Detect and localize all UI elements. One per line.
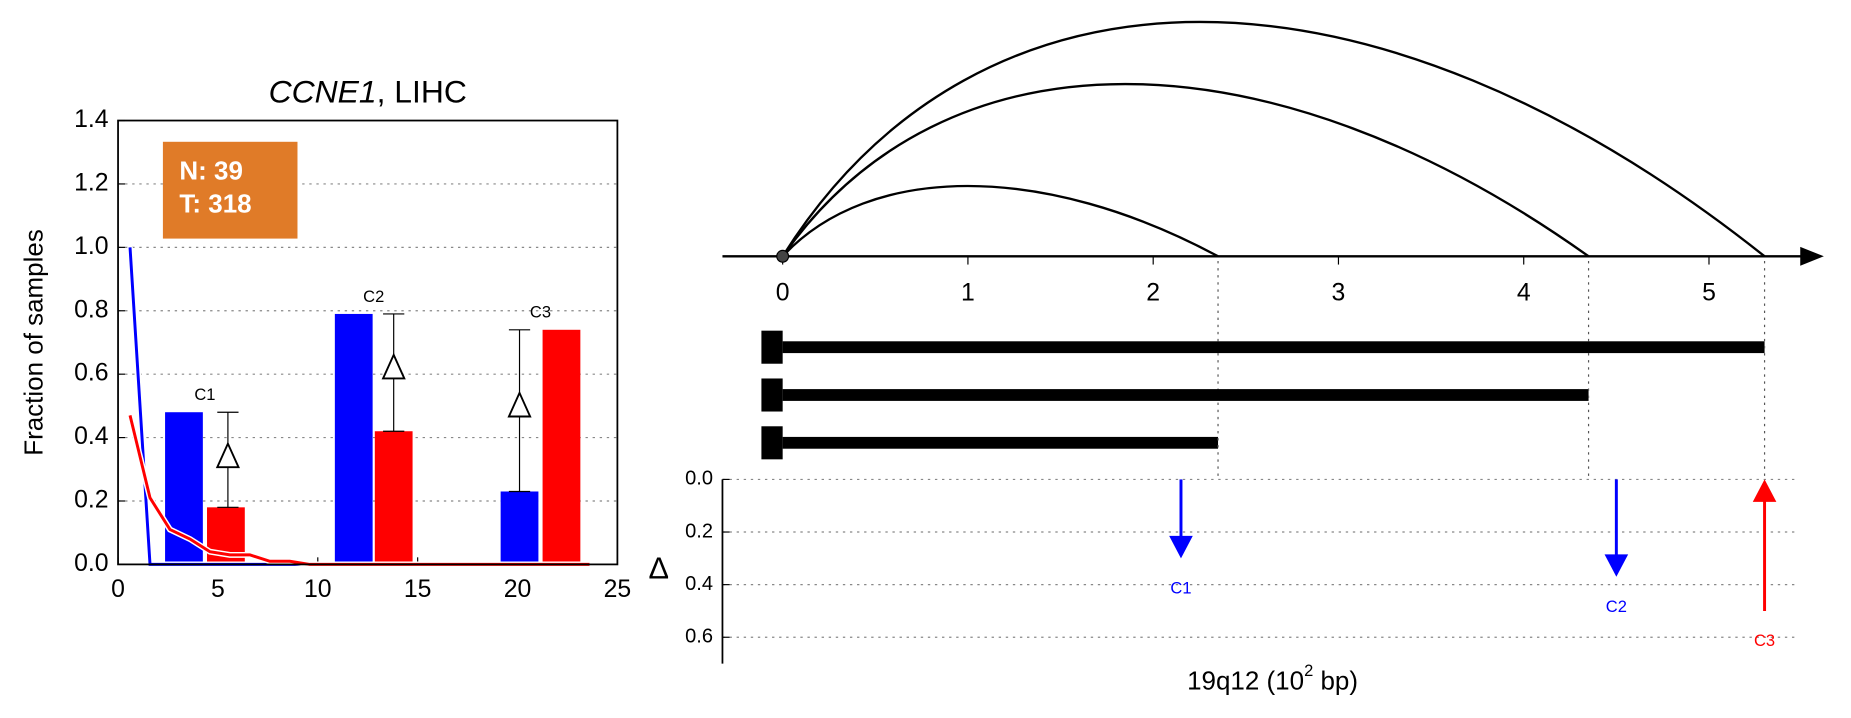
x-label-sup: 2: [1304, 661, 1313, 680]
title-gene: CCNE1: [269, 74, 377, 110]
segment: [782, 436, 1219, 449]
arrow-label: C1: [1170, 578, 1191, 597]
x-tick-label: 4: [1517, 280, 1531, 307]
delta-marker: [381, 352, 406, 380]
y-tick-label: 1.4: [74, 106, 109, 133]
delta-marker: [215, 441, 240, 469]
arc: [781, 20, 1766, 258]
segment: [782, 389, 1589, 401]
y-tick-label: 0.0: [74, 550, 108, 577]
y-axis-label: Δ: [648, 550, 669, 585]
y-tick-label: 0.4: [74, 423, 109, 450]
x-tick-label: 5: [211, 576, 225, 603]
y-tick-label: 0.0: [685, 468, 713, 490]
bar: [542, 329, 581, 565]
arrow-head: [1169, 535, 1193, 559]
y-tick-label: 0.6: [685, 626, 713, 648]
bar: [374, 431, 413, 565]
segment: [782, 341, 1765, 354]
y-tick-label: 0.2: [685, 520, 713, 542]
y-tick-label: 1.0: [74, 233, 108, 260]
delta-marker: [507, 390, 532, 418]
y-tick-label: 1.2: [74, 169, 108, 196]
segment-cap: [761, 378, 783, 412]
annotation-text: T: 318: [179, 188, 251, 218]
origin-dot: [776, 249, 790, 263]
arrow-label: C2: [1606, 597, 1627, 616]
group-label: C3: [530, 303, 551, 322]
y-tick-label: 0.2: [74, 487, 108, 514]
title-rest: , LIHC: [377, 74, 467, 110]
x-tick-label: 2: [1146, 280, 1160, 307]
x-tick-label: 5: [1702, 280, 1716, 307]
annotation-text: N: 39: [179, 155, 243, 185]
x-tick-label: 3: [1332, 280, 1346, 307]
x-tick-label: 0: [111, 576, 125, 603]
x-tick-label: 0: [776, 280, 790, 307]
arc: [781, 82, 1590, 258]
axis-arrow: [1800, 246, 1824, 266]
x-tick-label: 1: [961, 280, 975, 307]
group-label: C2: [363, 287, 384, 306]
plot-frame: [117, 119, 619, 566]
x-tick-label: 10: [304, 576, 332, 603]
x-tick-label: 15: [404, 576, 432, 603]
segment-cap: [761, 330, 783, 364]
chart-title: CCNE1, LIHC: [269, 74, 467, 110]
group-label: C1: [194, 385, 215, 404]
x-label-rest: bp): [1313, 665, 1358, 695]
y-tick-label: 0.4: [685, 573, 713, 595]
arc: [781, 184, 1219, 258]
y-axis-label: Fraction of samples: [18, 229, 48, 456]
arrow-head: [1604, 554, 1629, 577]
y-tick-label: 0.8: [74, 296, 108, 323]
arrow-head: [1752, 479, 1777, 502]
x-label-main: 19q12 (10: [1187, 665, 1304, 695]
annotation-box: [162, 141, 298, 239]
x-tick-label: 25: [604, 576, 632, 603]
segment-cap: [761, 426, 783, 460]
bar: [500, 491, 539, 565]
bar: [334, 313, 373, 565]
x-tick-label: 20: [504, 576, 532, 603]
x-axis-label: 19q12 (102 bp): [1187, 661, 1358, 695]
y-tick-label: 0.6: [74, 360, 108, 387]
arrow-label: C3: [1754, 631, 1775, 650]
